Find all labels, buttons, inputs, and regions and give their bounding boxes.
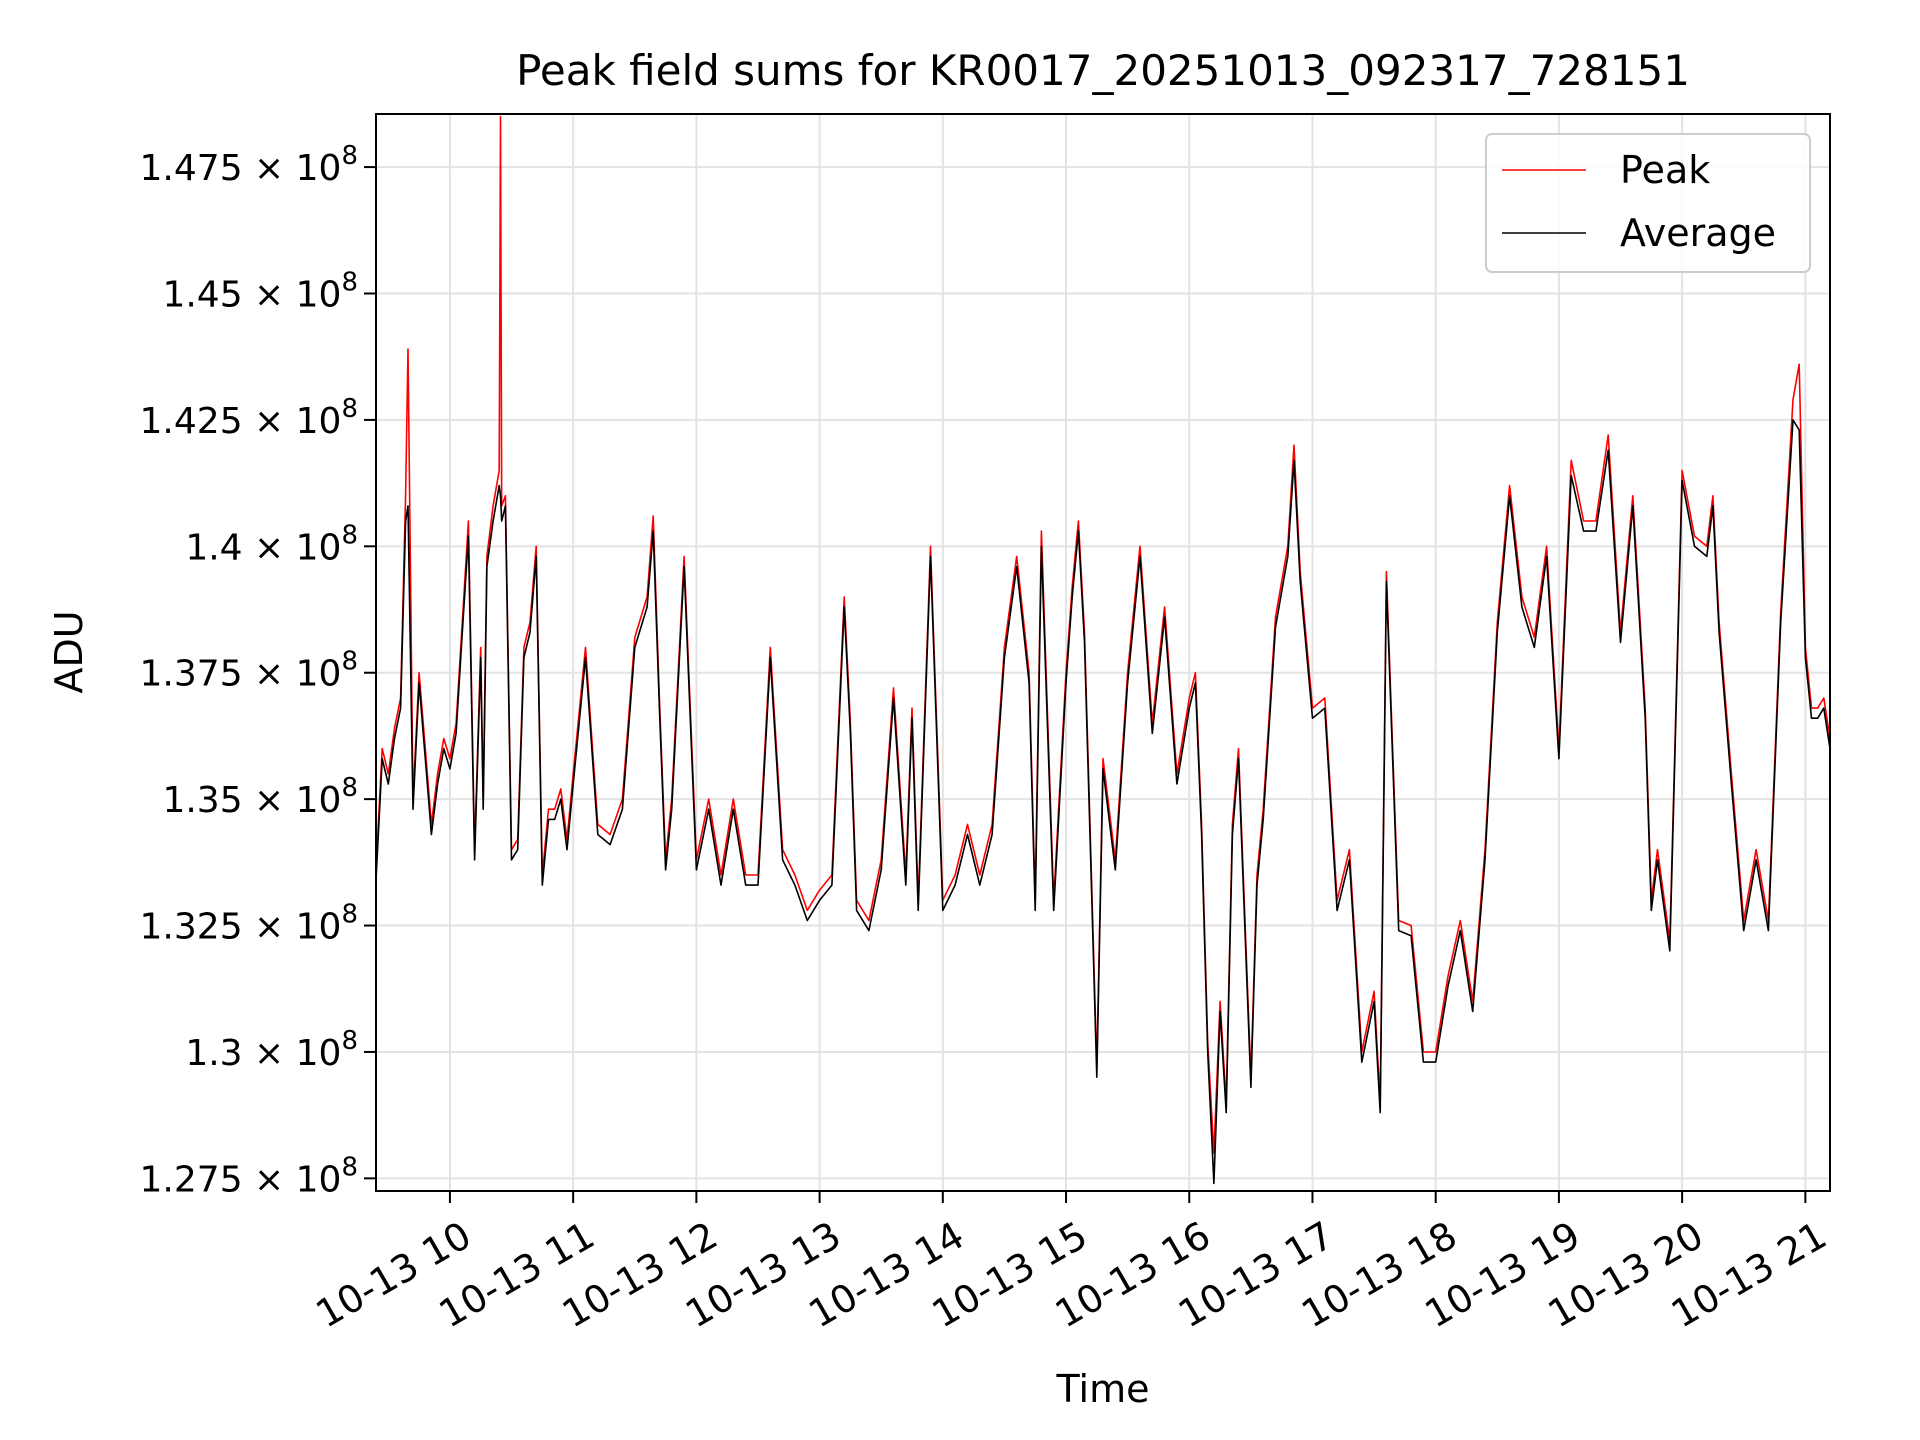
y-tick-label: 1.275 × 108	[140, 1152, 358, 1200]
legend-peak-label: Peak	[1620, 148, 1710, 192]
y-axis-ticks: 1.275 × 108 1.3 × 108 1.325 × 108 1.35 × 10…	[140, 141, 376, 1200]
y-tick-label: 1.475 × 108	[140, 141, 358, 189]
legend-average-label: Average	[1620, 211, 1776, 255]
y-tick-label: 1.45 × 108	[162, 268, 358, 316]
y-tick-label: 1.3 × 108	[185, 1026, 358, 1074]
x-axis-label: Time	[1056, 1367, 1150, 1411]
chart-title: Peak field sums for KR0017_20251013_0923…	[516, 46, 1690, 95]
axes-frame	[375, 113, 1831, 1192]
y-tick-label: 1.35 × 108	[162, 773, 358, 821]
series-average-line	[375, 419, 1831, 1185]
plot-area	[375, 115, 1831, 1185]
y-tick-label: 1.425 × 108	[140, 394, 358, 442]
legend: Peak Average	[1485, 133, 1811, 273]
y-axis-label: ADU	[47, 610, 91, 693]
legend-box	[1485, 133, 1811, 273]
grid-lines	[376, 114, 1830, 1191]
y-tick-label: 1.325 × 108	[140, 900, 358, 948]
y-tick-label: 1.375 × 108	[140, 647, 358, 695]
y-tick-label: 1.4 × 108	[185, 520, 358, 568]
